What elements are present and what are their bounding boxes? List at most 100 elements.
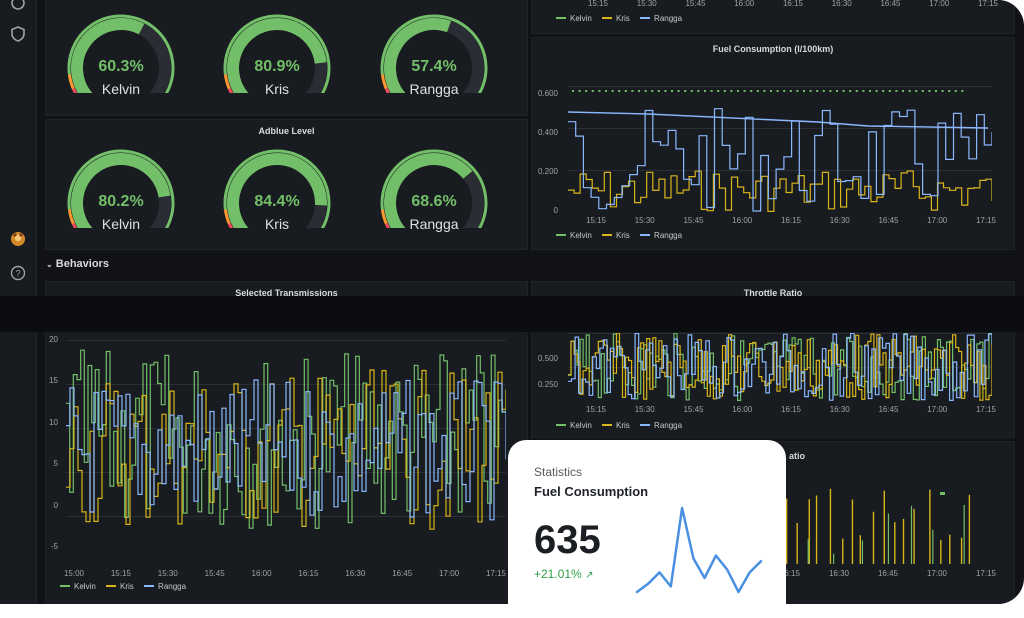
legend-label[interactable]: Kris — [120, 582, 134, 591]
x-tick: 15:45 — [683, 216, 704, 225]
legend-label[interactable]: Rangga — [654, 14, 683, 23]
gauge-threshold-green — [67, 14, 175, 93]
series-kelvin-point — [783, 90, 786, 92]
transmissions-panel: Selected Transmissions 20 15 10 5 0 -5 15:00 1… — [45, 281, 528, 604]
series-kelvin-point — [677, 90, 680, 92]
gauge-threshold-orange — [223, 74, 231, 90]
overlay-band — [0, 296, 1024, 332]
legend-label[interactable]: Kelvin — [570, 14, 592, 23]
throttle-plot[interactable] — [568, 333, 992, 401]
x-tick: 17:00 — [439, 569, 460, 578]
gauge-threshold-red — [227, 223, 234, 228]
y-tick: 0 — [53, 500, 58, 510]
gauge-name: Kris — [264, 216, 290, 232]
x-tick: 17:15 — [975, 216, 997, 225]
y-tick: 15 — [49, 376, 58, 386]
x-tick: 16:00 — [732, 405, 753, 414]
x-tick: 15:15 — [110, 569, 131, 578]
series-kelvin-point — [941, 90, 944, 92]
series-kelvin-point — [928, 90, 931, 92]
series-kelvin-point — [816, 90, 819, 92]
x-tick: 16:45 — [880, 0, 901, 8]
legend-label[interactable]: Kelvin — [74, 582, 96, 591]
series-kelvin-point — [875, 90, 878, 92]
gauge-name: Kris — [264, 81, 290, 97]
legend-label[interactable]: Kris — [616, 421, 630, 430]
legend-label[interactable]: Rangga — [654, 421, 683, 430]
panel-title: atio — [789, 451, 806, 461]
series-kelvin-point — [915, 90, 918, 92]
legend-label[interactable]: Rangga — [158, 582, 187, 591]
series-kelvin-point — [697, 90, 700, 92]
gauge-name: Rangga — [409, 81, 459, 97]
trend-up-icon: ↗ — [585, 570, 594, 581]
series-kelvin-point — [961, 90, 964, 92]
gauge-threshold-red — [71, 223, 78, 228]
legend-label[interactable]: Kris — [616, 231, 630, 240]
card-title: Fuel Consumption — [534, 484, 649, 499]
x-tick: 16:30 — [829, 405, 850, 414]
series-kris — [66, 369, 506, 530]
x-tick: 16:30 — [831, 0, 852, 8]
gauge-rangga-adblue: 68.6% Rangga — [379, 148, 489, 253]
series-kelvin-point — [605, 90, 607, 92]
y-tick: -5 — [50, 542, 58, 551]
series-kelvin-point — [763, 90, 766, 92]
legend-label[interactable]: Kelvin — [570, 231, 592, 240]
legend-swatch — [602, 16, 613, 19]
x-tick: 15:30 — [634, 405, 655, 414]
series-kelvin-point — [882, 90, 885, 92]
series-kris — [568, 170, 992, 212]
legend-label[interactable]: Kris — [616, 14, 630, 23]
circle-icon[interactable] — [9, 0, 27, 12]
series-kelvin-point — [651, 90, 654, 92]
top-right-panel: 15:15 15:30 15:45 16:00 16:15 16:30 16:45 17:00… — [531, 0, 1015, 34]
legend-label[interactable]: Rangga — [654, 231, 683, 240]
panel-title: Selected Transmissions — [235, 288, 338, 298]
legend-swatch — [106, 584, 117, 587]
legend: Kelvin Kris Rangga — [52, 582, 186, 591]
legend: Kelvin Kris Rangga — [548, 14, 682, 23]
help-icon[interactable]: ? — [9, 264, 27, 282]
shield-icon[interactable] — [9, 25, 27, 43]
sparkline — [635, 506, 763, 594]
gauge-kelvin-top: 60.3% Kelvin — [66, 13, 176, 118]
gauge-value: 80.2% — [98, 193, 144, 210]
gauge-threshold-orange — [380, 209, 388, 225]
series-kelvin-point — [789, 90, 792, 92]
series-kelvin-point — [855, 90, 858, 92]
x-tick: 15:15 — [585, 216, 607, 225]
gauge-arc — [223, 14, 331, 93]
x-tick: 17:15 — [975, 569, 997, 578]
brake-plot[interactable] — [782, 482, 992, 564]
y-tick: 5 — [53, 459, 58, 469]
dashboard-window: ? 60.3% Kelvin 80.9% Kris 57.4% Rangga A… — [0, 0, 1024, 604]
gauge-fill — [384, 153, 473, 228]
legend-swatch — [556, 233, 566, 236]
x-tick: 17:15 — [485, 569, 507, 578]
fuel-plot[interactable] — [568, 86, 992, 212]
x-tick: 16:45 — [877, 569, 899, 578]
series-kelvin-point — [664, 90, 667, 92]
series-kelvin-point — [796, 90, 799, 92]
gauge-arc — [223, 149, 331, 228]
series-kelvin-point — [611, 90, 614, 92]
series-kelvin-point — [809, 90, 812, 92]
series-kelvin-point — [822, 90, 825, 92]
row-header-behaviors[interactable]: ⌄ Behaviors — [46, 258, 109, 270]
gauge-kelvin-adblue: 80.2% Kelvin — [66, 148, 176, 253]
statistics-card[interactable]: Statistics Fuel Consumption 635 +21.01% … — [508, 440, 786, 618]
legend-swatch — [602, 423, 613, 426]
x-tick: 15:45 — [685, 0, 706, 8]
gauge-kris-adblue: 84.4% Kris — [222, 148, 332, 253]
sparkline-path — [635, 506, 763, 594]
gauge-threshold-red — [384, 223, 391, 228]
legend-swatch — [556, 423, 566, 426]
avatar[interactable] — [9, 230, 27, 248]
series-kelvin — [66, 349, 506, 529]
transmissions-plot[interactable] — [66, 340, 506, 560]
legend-label[interactable]: Kelvin — [570, 421, 592, 430]
gauge-name: Kelvin — [101, 81, 141, 97]
series-kelvin-point — [921, 90, 924, 92]
gauge-threshold-orange — [380, 74, 388, 90]
